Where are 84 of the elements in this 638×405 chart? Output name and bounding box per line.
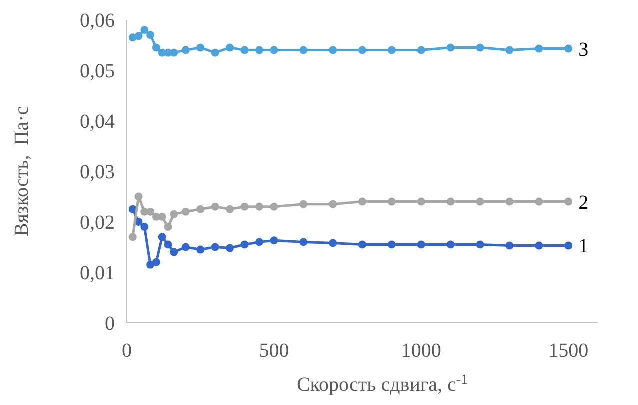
point <box>446 44 455 52</box>
point <box>226 205 234 214</box>
y-tick-label: 0 <box>105 313 115 335</box>
point <box>158 233 166 242</box>
point <box>240 202 249 211</box>
x-tick-label: 500 <box>259 340 290 362</box>
point <box>564 44 573 53</box>
point <box>158 212 166 221</box>
point <box>506 198 514 206</box>
point <box>270 202 278 211</box>
point <box>140 223 149 232</box>
point <box>164 240 172 249</box>
point <box>182 46 190 54</box>
point <box>446 198 455 206</box>
point <box>417 46 426 54</box>
point <box>146 31 155 40</box>
series-label: 1 <box>578 236 589 258</box>
point <box>270 236 278 245</box>
point <box>196 205 205 214</box>
point <box>388 46 396 54</box>
x-tick-label: 1000 <box>401 340 442 362</box>
point <box>240 240 249 249</box>
point <box>300 46 308 54</box>
point <box>255 46 264 54</box>
point <box>211 48 220 57</box>
point <box>164 223 172 232</box>
point <box>506 46 514 54</box>
point <box>300 200 308 208</box>
point <box>535 44 544 53</box>
point <box>211 243 220 252</box>
point <box>417 240 426 249</box>
point <box>152 258 160 266</box>
point <box>329 200 338 208</box>
series-label: 2 <box>578 192 589 214</box>
y-tick-label: 0,06 <box>80 10 115 32</box>
point <box>329 46 338 54</box>
point <box>476 198 484 206</box>
y-tick-label: 0,02 <box>80 212 115 234</box>
point <box>388 198 396 206</box>
point <box>270 46 278 54</box>
point <box>170 210 178 218</box>
point <box>358 46 366 54</box>
point <box>564 242 573 250</box>
point <box>211 202 220 211</box>
point <box>255 202 264 211</box>
point <box>182 243 190 252</box>
point <box>535 242 544 250</box>
x-tick-label: 1500 <box>548 340 589 362</box>
point <box>196 44 205 52</box>
point <box>128 233 137 242</box>
point <box>535 198 544 206</box>
point <box>417 198 426 206</box>
y-tick-label: 0,01 <box>80 262 115 284</box>
point <box>196 246 205 254</box>
point <box>446 240 455 249</box>
point <box>182 208 190 216</box>
point <box>134 192 143 201</box>
point <box>134 32 143 40</box>
point <box>152 44 160 52</box>
y-tick-label: 0,05 <box>80 60 115 82</box>
y-tick-label: 0,04 <box>80 111 115 133</box>
y-tick-label: 0,03 <box>80 162 115 184</box>
point <box>300 238 308 246</box>
point <box>146 260 155 269</box>
point <box>564 198 573 206</box>
point <box>240 46 249 54</box>
point <box>358 198 366 206</box>
point <box>476 240 484 249</box>
point <box>170 48 178 57</box>
point <box>506 242 514 250</box>
point <box>146 208 155 216</box>
point <box>226 244 234 252</box>
y-axis-title: Вязкость, Па·с <box>11 106 33 237</box>
x-axis-title: Скорость сдвига, с$^{-1}$ <box>296 372 468 396</box>
point <box>226 44 234 52</box>
point <box>170 248 178 256</box>
point <box>358 240 366 249</box>
point <box>388 240 396 249</box>
point <box>255 238 264 246</box>
point <box>140 26 149 34</box>
x-tick-label: 0 <box>122 340 132 362</box>
point <box>476 44 484 52</box>
series-label: 3 <box>578 38 589 61</box>
point <box>329 239 338 248</box>
